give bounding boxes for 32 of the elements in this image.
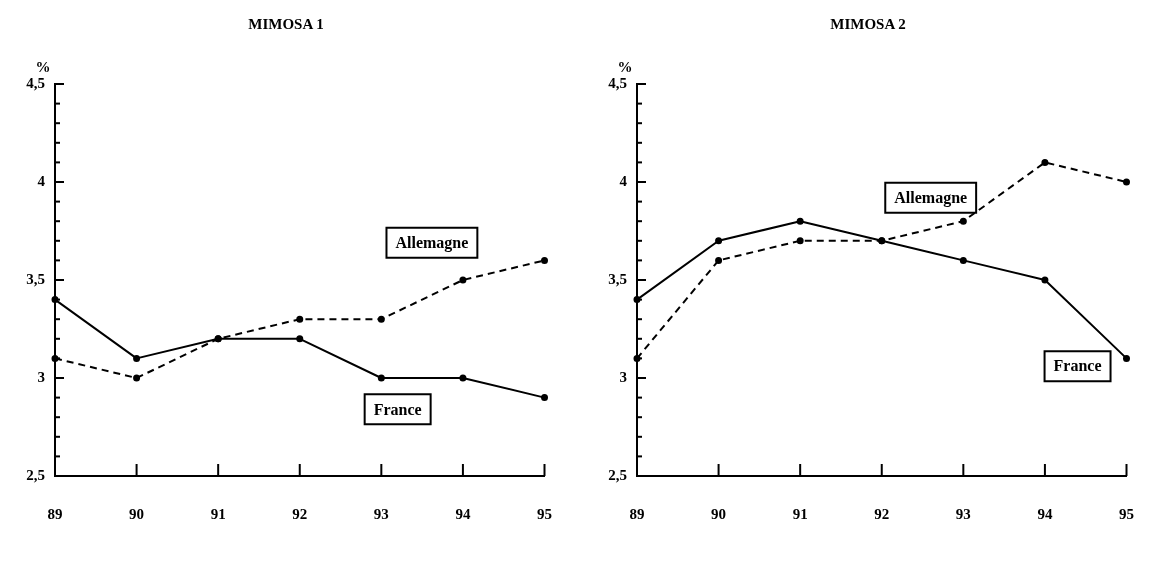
y-tick-label: 2,5 [608, 466, 627, 483]
x-tick-label: 95 [1119, 505, 1134, 522]
x-tick-label: 93 [373, 505, 389, 522]
x-tick-label: 90 [129, 505, 145, 522]
series-label: France [373, 400, 422, 418]
x-tick-label: 94 [455, 505, 471, 522]
x-tick-label: 93 [955, 505, 971, 522]
x-tick-label: 89 [629, 505, 645, 522]
chart-title: MIMOSA 2 [830, 15, 906, 32]
x-tick-label: 95 [537, 505, 552, 522]
series-label: Allemagne [395, 233, 469, 252]
y-tick-label: 3 [37, 368, 45, 385]
y-tick-label: 3 [619, 368, 627, 385]
x-tick-label: 92 [874, 505, 890, 522]
x-tick-label: 90 [711, 505, 727, 522]
chart-title: MIMOSA 1 [248, 15, 324, 32]
x-tick-label: 91 [792, 505, 808, 522]
y-axis-title: % [617, 59, 633, 76]
y-tick-label: 4 [619, 172, 628, 189]
y-tick-label: 3,5 [26, 270, 45, 287]
y-tick-label: 4,5 [608, 74, 627, 91]
y-tick-label: 2,5 [26, 466, 45, 483]
y-tick-label: 3,5 [608, 270, 627, 287]
x-tick-label: 94 [1037, 505, 1053, 522]
series-label: France [1053, 357, 1102, 375]
x-tick-label: 91 [210, 505, 226, 522]
y-tick-label: 4 [37, 172, 46, 189]
x-tick-label: 89 [47, 505, 63, 522]
y-tick-label: 4,5 [26, 74, 45, 91]
y-axis-title: % [35, 59, 51, 76]
series-label: Allemagne [894, 188, 968, 207]
x-tick-label: 92 [292, 505, 308, 522]
